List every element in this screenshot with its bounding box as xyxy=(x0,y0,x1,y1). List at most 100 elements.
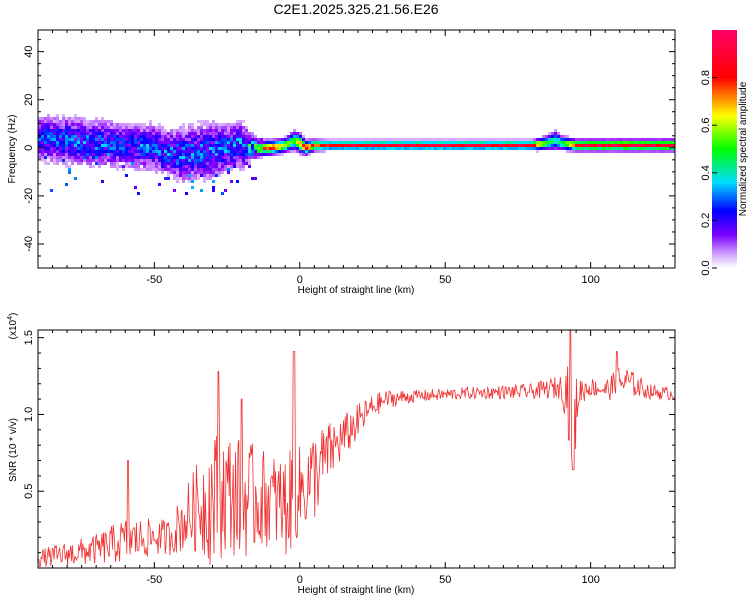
spectrogram-cell xyxy=(206,120,209,123)
spectrogram-cell xyxy=(203,177,206,180)
spectrogram-cell xyxy=(350,144,353,147)
spectrogram-cell xyxy=(635,138,638,141)
spectrogram-cell xyxy=(134,150,137,153)
spectrogram-cell xyxy=(83,138,86,141)
spectrogram-cell xyxy=(113,123,116,126)
spectrogram-cell xyxy=(218,159,221,162)
spectrogram-cell xyxy=(392,144,395,147)
spectrogram-cell xyxy=(401,144,404,147)
spectrogram-cell xyxy=(176,180,179,183)
spectrogram-cell xyxy=(179,138,182,141)
spectrogram-cell xyxy=(197,138,200,141)
spectrogram-cell xyxy=(80,156,83,159)
spectrogram-cell xyxy=(407,147,410,150)
spectrogram-cell xyxy=(659,138,662,141)
spectrogram-cell xyxy=(308,144,311,147)
spectrogram-cell xyxy=(89,135,92,138)
spectrogram-cell xyxy=(182,171,185,174)
spectrogram-cell xyxy=(659,147,662,150)
spectrogram-cell xyxy=(59,120,62,123)
spectrogram-cell xyxy=(218,162,221,165)
spectrogram-cell xyxy=(47,141,50,144)
spectrogram-cell xyxy=(101,153,104,156)
spectrogram-cell xyxy=(608,144,611,147)
spectrogram-cell xyxy=(479,144,482,147)
spectrogram-cell xyxy=(581,141,584,144)
spectrogram-cell xyxy=(68,132,71,135)
spectrogram-cell xyxy=(665,147,668,150)
spectrogram-cell xyxy=(272,150,275,153)
spectrogram-cell xyxy=(197,141,200,144)
spectrogram-cell xyxy=(581,138,584,141)
spectrogram-cell xyxy=(182,141,185,144)
spectrogram-cell xyxy=(206,150,209,153)
spectrogram-cell xyxy=(509,138,512,141)
spectrogram-cell xyxy=(86,129,89,132)
spectrogram-cell xyxy=(56,135,59,138)
spectrogram-cell xyxy=(83,150,86,153)
spectrogram-cell xyxy=(239,159,242,162)
spectrogram-cell xyxy=(293,132,296,135)
spectrogram-cell xyxy=(617,144,620,147)
spectrogram-cell xyxy=(110,162,113,165)
spectrogram-cell xyxy=(254,138,257,141)
spectrogram-cell xyxy=(74,120,77,123)
spectrogram-cell xyxy=(146,132,149,135)
spectrogram-cell xyxy=(332,141,335,144)
spectrogram-cell xyxy=(98,147,101,150)
spectrogram-cell xyxy=(185,168,188,171)
spectrogram-cell xyxy=(62,156,65,159)
spectrogram-cell xyxy=(629,147,632,150)
spectrogram-cell xyxy=(122,165,125,168)
spectrogram-cell xyxy=(179,159,182,162)
spectrogram-cell xyxy=(650,138,653,141)
spectrogram-cell xyxy=(626,141,629,144)
spectrogram-cell xyxy=(212,147,215,150)
spectrogram-cell xyxy=(71,123,74,126)
spectrogram-cell xyxy=(215,141,218,144)
spectrogram-cell xyxy=(218,171,221,174)
spectrogram-cell xyxy=(218,141,221,144)
spectrogram-cell xyxy=(410,144,413,147)
spectrogram-cell xyxy=(110,147,113,150)
spectrogram-cell xyxy=(332,138,335,141)
spectrogram-cell xyxy=(206,162,209,165)
spectrogram-cell xyxy=(221,165,224,168)
spectrogram-cell xyxy=(134,153,137,156)
spectrogram-cell xyxy=(545,135,548,138)
spectrogram-cell xyxy=(89,165,92,168)
snr-ytick-label: 1.5 xyxy=(23,330,35,345)
spectrogram-cell xyxy=(221,162,224,165)
spectrogram-cell xyxy=(110,120,113,123)
spectrogram-cell xyxy=(515,144,518,147)
spectrogram-cell xyxy=(44,150,47,153)
spectrogram-cell xyxy=(218,135,221,138)
spectrogram-cell xyxy=(536,144,539,147)
spectrogram-cell xyxy=(482,141,485,144)
spectrogram-cell xyxy=(212,156,215,159)
spectrogram-cell xyxy=(176,138,179,141)
snr-frame xyxy=(37,329,676,569)
spectrogram-cell xyxy=(248,132,251,135)
spectrogram-cell xyxy=(68,120,71,123)
spectrogram-cell xyxy=(83,141,86,144)
spectrogram-cell xyxy=(623,147,626,150)
spectrogram-cell xyxy=(518,138,521,141)
spectrogram-cell xyxy=(554,132,557,135)
spectrogram-cell xyxy=(56,126,59,129)
spectrogram-cell xyxy=(179,168,182,171)
spectrogram-cell xyxy=(263,150,266,153)
spectrogram-cell xyxy=(248,141,251,144)
spectrogram-cell xyxy=(143,138,146,141)
spectrogram-cell xyxy=(236,138,239,141)
spectrogram-cell xyxy=(137,123,140,126)
spectrogram-cell xyxy=(143,159,146,162)
spectrogram-cell xyxy=(563,144,566,147)
spectrogram-cell xyxy=(101,147,104,150)
spectrogram-cell xyxy=(524,141,527,144)
spectrogram-cell xyxy=(179,132,182,135)
spectrogram-cell xyxy=(131,162,134,165)
spectrogram-cell xyxy=(182,147,185,150)
spectrogram-cell xyxy=(140,147,143,150)
spectrogram-cell xyxy=(290,147,293,150)
